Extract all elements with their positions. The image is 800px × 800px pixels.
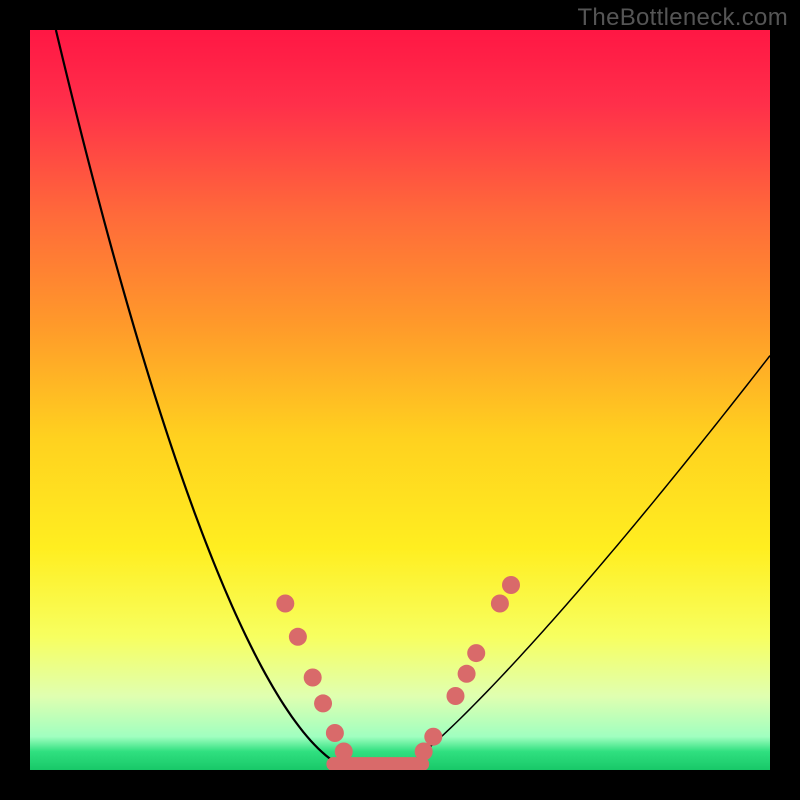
curve-dot — [335, 743, 353, 761]
curve-dot — [326, 724, 344, 742]
curve-dot — [467, 644, 485, 662]
curve-dot — [276, 595, 294, 613]
curve-dot — [289, 628, 307, 646]
watermark-text: TheBottleneck.com — [577, 4, 788, 32]
curve-dot — [447, 687, 465, 705]
bottleneck-curve-chart — [0, 0, 800, 800]
curve-dot — [424, 728, 442, 746]
curve-dot — [491, 595, 509, 613]
chart-container: TheBottleneck.com — [0, 0, 800, 800]
curve-dot — [502, 576, 520, 594]
curve-dot — [314, 694, 332, 712]
curve-dot — [304, 669, 322, 687]
curve-dot — [415, 743, 433, 761]
curve-dot — [458, 665, 476, 683]
gradient-background — [30, 30, 770, 770]
